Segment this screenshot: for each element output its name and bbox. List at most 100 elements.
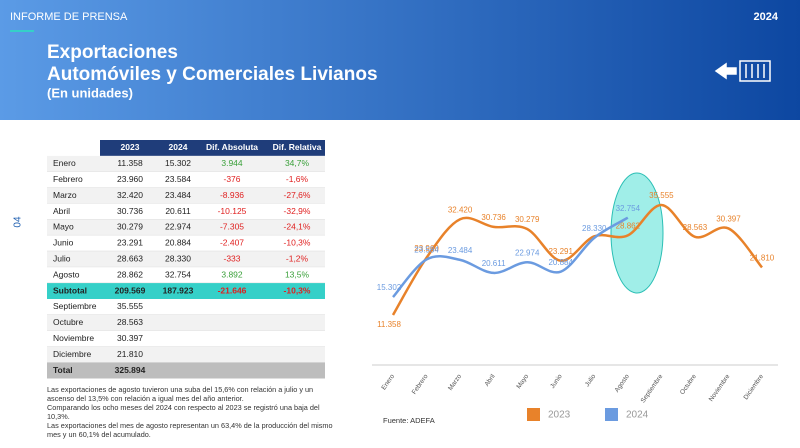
data-label: 11.358 xyxy=(377,320,401,329)
header-band xyxy=(0,0,800,120)
x-tick-label: Diciembre xyxy=(743,373,766,401)
table-cell: -24,1% xyxy=(284,222,311,232)
data-label: 20.611 xyxy=(482,259,506,268)
table-row-bg xyxy=(47,362,325,379)
x-tick-label: Noviembre xyxy=(708,373,732,403)
table-cell: 23.291 xyxy=(117,238,143,248)
table-cell: Noviembre xyxy=(53,333,94,343)
data-label: 23.291 xyxy=(548,247,573,256)
table-cell: 28.563 xyxy=(117,317,143,327)
table-cell: 32.420 xyxy=(117,190,143,200)
data-label: 35.555 xyxy=(649,191,674,200)
legend-label: 2023 xyxy=(548,410,571,421)
table-cell: -7.305 xyxy=(220,222,244,232)
data-label: 28.862 xyxy=(616,222,641,231)
container-icon xyxy=(714,60,771,82)
table-cell: -1,6% xyxy=(286,174,309,184)
table-row-bg xyxy=(47,283,325,299)
legend-swatch xyxy=(605,408,618,421)
data-label: 30.397 xyxy=(716,215,741,224)
data-label: 23.484 xyxy=(448,246,473,255)
table-cell: 20.884 xyxy=(165,238,191,248)
title-line: Exportaciones xyxy=(47,42,178,63)
table-cell: -10.125 xyxy=(218,206,247,216)
table-cell: 28.862 xyxy=(117,269,143,279)
table-row-bg xyxy=(47,235,325,252)
subtitle: (En unidades) xyxy=(47,85,133,100)
table-cell: 34,7% xyxy=(285,158,310,168)
data-label: 22.974 xyxy=(515,248,540,257)
data-label: 28.330 xyxy=(582,224,607,233)
table-row-bg xyxy=(47,171,325,188)
title-line: Automóviles y Comerciales Livianos xyxy=(47,64,378,85)
table-cell: -2.407 xyxy=(220,238,244,248)
table-cell: -10,3% xyxy=(284,238,311,248)
notes: Las exportaciones de agosto tuvieron una… xyxy=(47,385,337,439)
table-row-bg xyxy=(47,330,325,347)
x-tick-label: Septiembre xyxy=(640,373,665,405)
data-label: 23.960 xyxy=(414,244,439,253)
table-header: 2023 xyxy=(121,142,140,152)
data-label: 21.810 xyxy=(750,254,775,263)
table-cell: 13,5% xyxy=(285,269,310,279)
table-row-bg xyxy=(47,155,325,172)
data-label: 32.754 xyxy=(616,204,641,213)
table-cell: 15.302 xyxy=(165,158,191,168)
table-cell: -376 xyxy=(223,174,240,184)
table-cell: 23.960 xyxy=(117,174,143,184)
x-tick-label: Julio xyxy=(584,373,598,388)
table-cell: Septiembre xyxy=(53,301,97,311)
table-cell: 28.330 xyxy=(165,254,191,264)
data-label: 28.563 xyxy=(683,223,708,232)
data-label: 20.884 xyxy=(548,258,573,267)
table-cell: -32,9% xyxy=(284,206,311,216)
table-cell: 3.892 xyxy=(221,269,243,279)
table-row-bg xyxy=(47,267,325,284)
x-tick-label: Abril xyxy=(483,373,497,388)
table-cell: Febrero xyxy=(53,174,83,184)
table-cell: 3.944 xyxy=(221,158,243,168)
table-cell: 22.974 xyxy=(165,222,191,232)
table-cell: 32.754 xyxy=(165,269,191,279)
table-cell: Octubre xyxy=(53,317,84,327)
table-cell: Marzo xyxy=(53,190,77,200)
x-tick-label: Octubre xyxy=(679,373,698,396)
table-cell: Total xyxy=(53,365,73,375)
note: Comparando los ocho meses del 2024 con r… xyxy=(47,403,320,421)
header-label: INFORME DE PRENSA xyxy=(10,11,128,23)
data-label: 30.279 xyxy=(515,215,540,224)
table-cell: 21.810 xyxy=(117,349,143,359)
page-number: 04 xyxy=(13,216,24,228)
table-header: Dif. Absoluta xyxy=(206,142,258,152)
table-cell: Enero xyxy=(53,158,76,168)
table-cell: 28.663 xyxy=(117,254,143,264)
data-label: 15.302 xyxy=(377,283,402,292)
x-tick-label: Enero xyxy=(380,373,396,392)
table-cell: 30.397 xyxy=(117,333,143,343)
legend-swatch xyxy=(527,408,540,421)
table-row-bg xyxy=(47,251,325,268)
x-tick-label: Febrero xyxy=(411,373,430,396)
source: Fuente: ADEFA xyxy=(383,416,435,425)
x-tick-label: Junio xyxy=(549,373,564,390)
table-cell: -10,3% xyxy=(284,285,311,295)
table-cell: Mayo xyxy=(53,222,74,232)
x-tick-label: Mayo xyxy=(515,373,530,390)
table-header: 2024 xyxy=(169,142,188,152)
x-tick-label: Marzo xyxy=(447,373,463,392)
table-cell: Julio xyxy=(53,254,71,264)
legend-label: 2024 xyxy=(626,410,649,421)
table-cell: 325.894 xyxy=(115,365,146,375)
table-cell: -1,2% xyxy=(286,254,309,264)
table-cell: 30.736 xyxy=(117,206,143,216)
table-cell: Junio xyxy=(53,238,74,248)
series-line xyxy=(392,216,629,298)
table-cell: Abril xyxy=(53,206,70,216)
table-cell: 23.584 xyxy=(165,174,191,184)
data-label: 30.736 xyxy=(481,213,506,222)
x-tick-label: Agosto xyxy=(614,373,632,394)
table-row-bg xyxy=(47,219,325,236)
table-cell: 23.484 xyxy=(165,190,191,200)
